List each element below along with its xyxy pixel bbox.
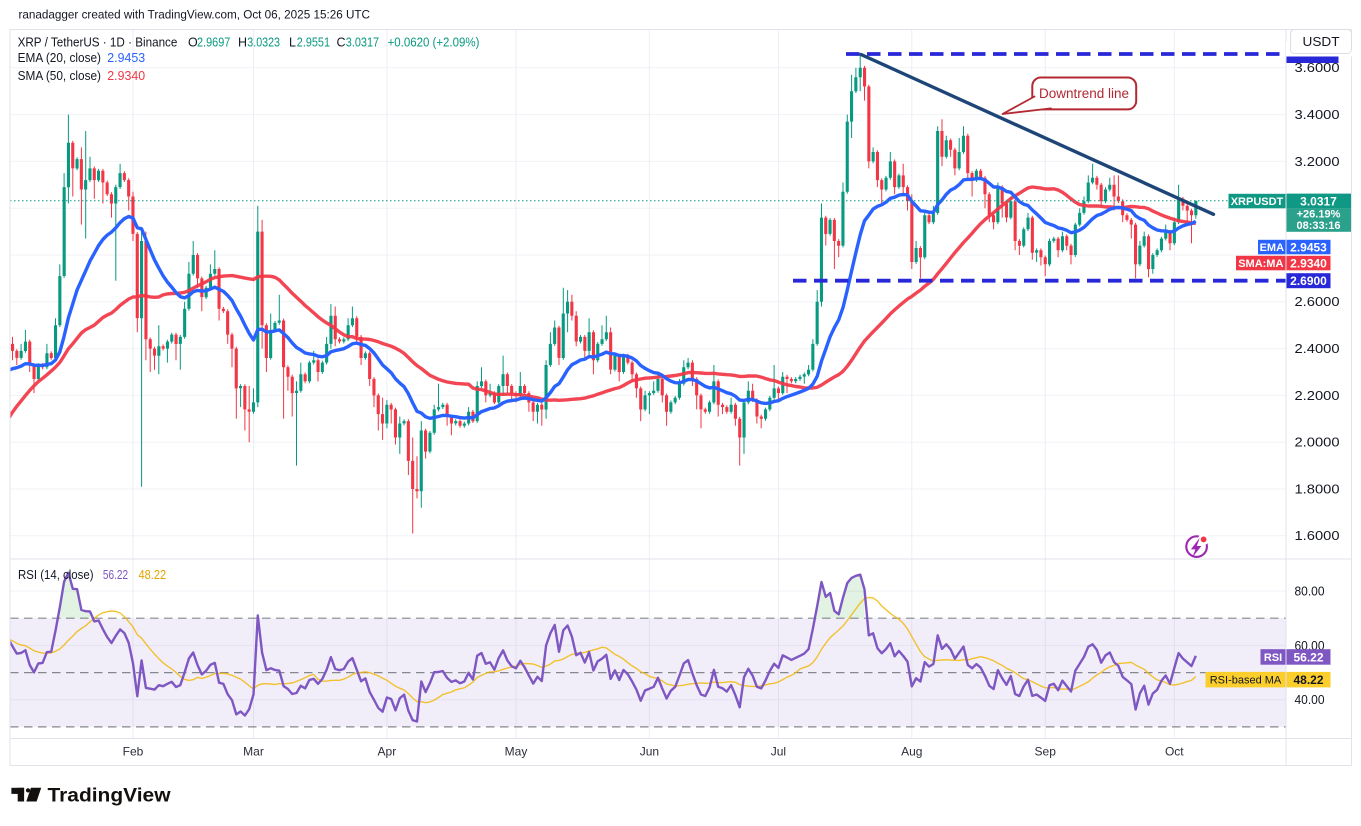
svg-text:SMA:MA: SMA:MA xyxy=(1238,258,1283,270)
svg-text:ranadagger created with Tradin: ranadagger created with TradingView.com,… xyxy=(19,7,371,21)
svg-text:2.9551: 2.9551 xyxy=(297,35,330,49)
svg-text:40.00: 40.00 xyxy=(1295,693,1325,707)
svg-text:2.2000: 2.2000 xyxy=(1295,389,1340,403)
svg-text:1.8000: 1.8000 xyxy=(1295,482,1340,496)
svg-text:XRP / TetherUS · 1D · Binance: XRP / TetherUS · 1D · Binance xyxy=(18,35,178,49)
svg-text:08:33:16: 08:33:16 xyxy=(1296,220,1340,232)
svg-text:USDT: USDT xyxy=(1303,35,1340,49)
svg-text:48.22: 48.22 xyxy=(1293,673,1323,687)
svg-text:3.0317: 3.0317 xyxy=(346,35,379,49)
svg-text:XRPUSDT: XRPUSDT xyxy=(1231,196,1284,208)
svg-text:Apr: Apr xyxy=(378,745,397,759)
svg-text:O: O xyxy=(188,35,198,49)
svg-text:Mar: Mar xyxy=(243,745,264,759)
svg-text:2.6900: 2.6900 xyxy=(1290,274,1327,288)
svg-text:Aug: Aug xyxy=(901,745,922,759)
svg-text:Jun: Jun xyxy=(640,745,659,759)
svg-text:+26.19%: +26.19% xyxy=(1297,209,1341,221)
svg-text:TradingView: TradingView xyxy=(48,786,171,807)
svg-text:RSI (14, close): RSI (14, close) xyxy=(18,568,94,582)
svg-text:Downtrend line: Downtrend line xyxy=(1039,86,1129,101)
svg-text:+0.0620 (+2.09%): +0.0620 (+2.09%) xyxy=(388,35,480,49)
svg-text:2.9453: 2.9453 xyxy=(1290,240,1327,254)
svg-text:2.9340: 2.9340 xyxy=(107,69,145,83)
svg-text:Oct: Oct xyxy=(1165,745,1184,759)
svg-text:3.0317: 3.0317 xyxy=(1300,194,1337,208)
svg-text:EMA (20, close): EMA (20, close) xyxy=(18,51,101,65)
svg-text:3.0323: 3.0323 xyxy=(247,35,280,49)
svg-text:48.22: 48.22 xyxy=(139,568,167,582)
svg-text:3.2000: 3.2000 xyxy=(1295,155,1340,169)
svg-text:1.6000: 1.6000 xyxy=(1295,529,1340,543)
svg-text:H: H xyxy=(238,35,247,49)
svg-text:3.4000: 3.4000 xyxy=(1295,108,1340,122)
svg-text:May: May xyxy=(505,745,528,759)
svg-text:C: C xyxy=(337,35,346,49)
svg-text:Sep: Sep xyxy=(1035,745,1057,759)
svg-text:56.22: 56.22 xyxy=(103,568,128,582)
svg-text:2.9340: 2.9340 xyxy=(1290,256,1327,270)
svg-text:2.0000: 2.0000 xyxy=(1295,436,1340,450)
svg-text:2.9453: 2.9453 xyxy=(107,51,145,65)
svg-text:L: L xyxy=(289,35,296,49)
svg-text:2.4000: 2.4000 xyxy=(1295,342,1340,356)
svg-text:Jul: Jul xyxy=(771,745,786,759)
svg-text:RSI: RSI xyxy=(1264,652,1282,664)
svg-text:80.00: 80.00 xyxy=(1295,585,1325,599)
svg-text:2.6000: 2.6000 xyxy=(1295,295,1340,309)
svg-text:EMA: EMA xyxy=(1260,242,1285,254)
svg-text:2.9697: 2.9697 xyxy=(197,35,230,49)
svg-text:3.6000: 3.6000 xyxy=(1295,61,1340,75)
svg-text:SMA (50, close): SMA (50, close) xyxy=(18,69,101,83)
svg-text:Feb: Feb xyxy=(123,745,144,759)
svg-text:56.22: 56.22 xyxy=(1293,650,1323,664)
svg-text:RSI-based MA: RSI-based MA xyxy=(1210,675,1282,687)
